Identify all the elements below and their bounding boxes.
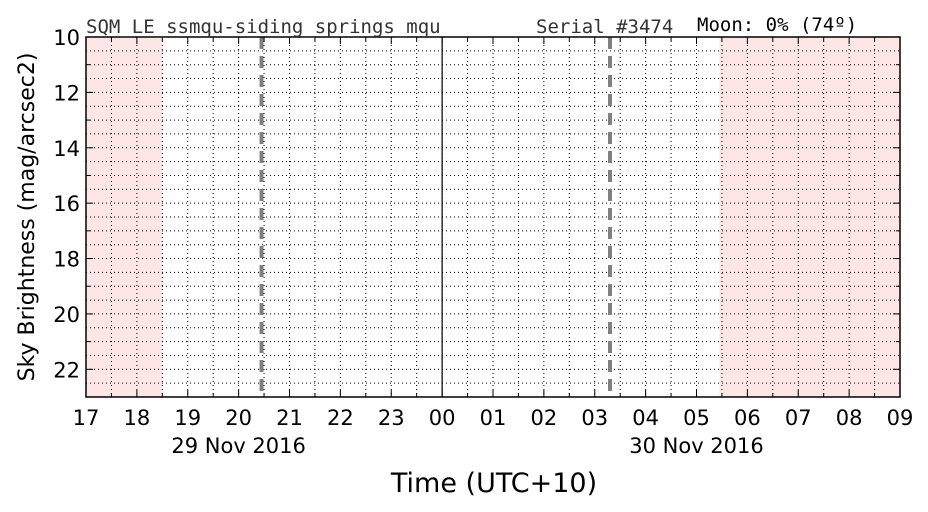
title-serial: Serial #3474 [536, 16, 673, 38]
date-label: 30 Nov 2016 [629, 434, 764, 458]
title-left: SQM_LE_ssmqu-siding_springs_mqu [86, 16, 441, 38]
x-tick-label: 08 [836, 406, 863, 430]
y-tick-label: 10 [53, 26, 80, 50]
y-tick-label: 16 [53, 192, 80, 216]
ticks: 17 18 19 20 21 22 23 00 01 02 03 04 05 06 07 08 09 10 12 14… [53, 26, 913, 458]
x-tick-label: 23 [378, 406, 405, 430]
x-tick-label: 01 [480, 406, 507, 430]
x-tick-label: 18 [124, 406, 151, 430]
title-moon: Moon: 0% (74º) [697, 14, 857, 36]
y-tick-label: 22 [53, 358, 80, 382]
x-tick-label: 03 [581, 406, 608, 430]
x-tick-label: 07 [785, 406, 812, 430]
x-tick-label: 06 [734, 406, 761, 430]
date-label: 29 Nov 2016 [171, 434, 306, 458]
x-tick-label: 17 [73, 406, 100, 430]
daylight-shading [86, 37, 900, 397]
y-axis-label: Sky Brightness (mag/arcsec2) [15, 53, 40, 382]
x-tick-label: 19 [174, 406, 201, 430]
x-tick-label: 00 [429, 406, 456, 430]
x-axis-label: Time (UTC+10) [390, 468, 597, 499]
y-tick-label: 20 [53, 303, 80, 327]
x-tick-label: 04 [632, 406, 659, 430]
x-tick-label: 22 [327, 406, 354, 430]
x-tick-label: 02 [531, 406, 558, 430]
x-tick-label: 21 [276, 406, 303, 430]
x-tick-label: 05 [683, 406, 710, 430]
x-tick-label: 09 [887, 406, 914, 430]
daylight-shade-1 [719, 37, 900, 397]
y-tick-label: 12 [53, 81, 80, 105]
y-tick-label: 18 [53, 248, 80, 272]
grid [86, 37, 900, 397]
x-tick-label: 20 [225, 406, 252, 430]
reference-lines [259, 37, 613, 397]
y-tick-label: 14 [53, 137, 80, 161]
